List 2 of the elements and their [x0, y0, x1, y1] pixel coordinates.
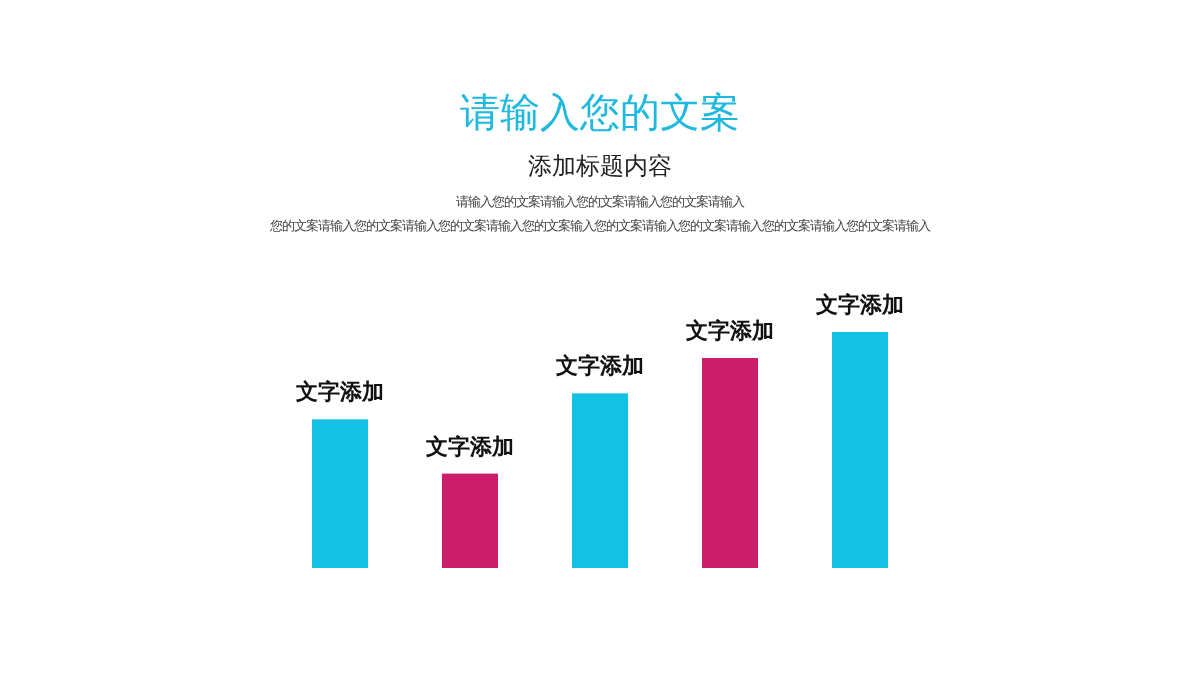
title: 请输入您的文案: [460, 88, 740, 136]
subtitle: 添加标题内容: [528, 152, 672, 180]
